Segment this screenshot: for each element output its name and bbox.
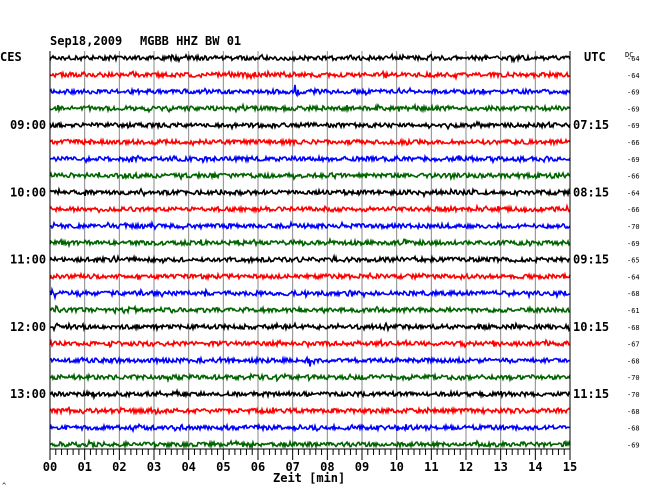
x-axis-title: Zeit [min] [273,471,345,485]
trace-line [49,69,571,82]
trace-line [49,52,571,64]
x-tick-label: 13 [493,460,507,474]
left-time-label: 10:00 [10,185,46,199]
right-zone-label: UTC [584,50,606,64]
trace-line [49,253,571,265]
corner-mark: ^ [2,482,6,490]
dc-offset-label: -66 [627,139,640,147]
left-time-label: 09:00 [10,118,46,132]
x-tick-label: 04 [181,460,195,474]
trace-line [49,84,571,98]
dc-offset-label: -70 [627,223,640,231]
x-tick-label: 00 [43,460,57,474]
dc-offset-label: -65 [627,257,640,265]
trace-line [49,219,571,231]
dc-offset-label: -66 [627,173,640,181]
x-tick-label: 02 [112,460,126,474]
x-tick-label: 09 [355,460,369,474]
trace-line [49,237,571,249]
trace-line [49,153,571,165]
dc-offset-label: -66 [627,206,640,214]
x-tick-label: 03 [147,460,161,474]
x-tick-label: 14 [528,460,542,474]
right-time-label: 07:15 [573,118,609,132]
trace-line [49,186,571,199]
trace-line [49,304,571,316]
x-tick-label: 05 [216,460,230,474]
dc-offset-label: -68 [627,357,640,365]
trace-line [49,337,571,350]
dc-offset-label: -69 [627,122,640,130]
left-time-label: 11:00 [10,253,46,267]
right-time-label: 09:15 [573,253,609,267]
trace-line [49,119,571,131]
trace-line [49,271,571,282]
trace-layer [49,52,571,450]
dc-offset-label: -69 [627,240,640,248]
dc-offset-label: -64 [627,189,640,197]
right-time-labels: 07:15 08:15 09:15 10:15 11:15 [573,118,609,401]
x-tick-label: 07 [285,460,299,474]
trace-line [49,170,571,182]
trace-line [49,438,571,450]
dc-offset-label: -70 [627,391,640,399]
trace-line [49,320,571,333]
left-zone-label: CES [0,50,22,64]
dc-offset-label: -68 [627,425,640,433]
x-tick-label: 01 [77,460,91,474]
left-time-labels: 09:00 10:00 11:00 12:00 13:00 [10,118,46,401]
dc-offset-label: -69 [627,441,640,449]
minute-grid [84,51,536,449]
dc-offset-label: -68 [627,324,640,332]
x-tick-label: 06 [251,460,265,474]
x-tick-label: 15 [563,460,577,474]
x-tick-label: 11 [424,460,438,474]
x-tick-label: 10 [389,460,403,474]
dc-offset-label: -68 [627,408,640,416]
trace-line [49,286,571,301]
plot-area [50,51,570,449]
dc-offset-label: -70 [627,374,640,382]
dc-offset-labels: -64 -64 -69 -69 -69 -66 -69 -66 -64 -66 -70 -69 -65 -… [627,55,640,449]
dc-offset-label: -64 [627,273,640,281]
trace-line [49,137,571,148]
trace-line [49,405,571,416]
right-time-label: 11:15 [573,387,609,401]
trace-line [49,203,571,215]
x-tick-label: 08 [320,460,334,474]
right-time-label: 08:15 [573,185,609,199]
dc-header: DC [625,51,633,59]
left-time-label: 13:00 [10,387,46,401]
trace-line [49,102,571,114]
dc-offset-label: -69 [627,105,640,113]
trace-line [49,372,571,384]
trace-line [49,387,571,401]
dc-offset-label: -64 [627,55,640,63]
trace-line [49,422,571,434]
header-date: Sep18,2009 [50,34,122,48]
left-time-label: 12:00 [10,320,46,334]
dc-offset-label: -69 [627,156,640,164]
dc-offset-label: -68 [627,290,640,298]
right-time-label: 10:15 [573,320,609,334]
trace-line [49,355,571,367]
header-station: MGBB HHZ BW 01 [140,34,241,48]
x-axis-ticks: 00 01 02 03 04 05 06 07 08 09 10 11 12 13 14 15 [43,449,577,474]
dc-offset-label: -67 [627,341,640,349]
x-tick-label: 12 [459,460,473,474]
dc-offset-label: -64 [627,72,640,80]
dc-offset-label: -61 [627,307,640,315]
dc-offset-label: -69 [627,89,640,97]
